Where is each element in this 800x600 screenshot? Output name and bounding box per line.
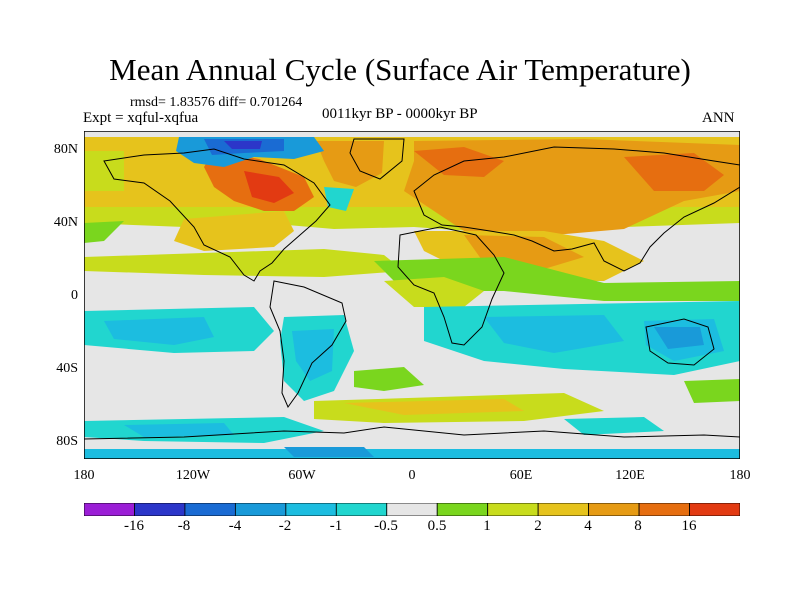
map-title: Mean Annual Cycle (Surface Air Temperatu…	[109, 52, 691, 87]
colorbar-swatch	[386, 503, 438, 516]
colorbar-swatch	[335, 503, 388, 516]
lon-label-120w: 120W	[175, 468, 211, 483]
lat-label-80s: 80S	[56, 434, 78, 449]
lat-label-40n: 40N	[53, 215, 78, 230]
lat-label-80n: 80N	[53, 142, 78, 157]
season-label: ANN	[702, 110, 735, 126]
lat-label-eq: 0	[71, 288, 78, 303]
coastline-eurasia	[413, 146, 740, 272]
coastline-antarctica	[84, 426, 740, 440]
colorbar	[84, 503, 740, 516]
colorbar-swatch	[537, 503, 590, 516]
colorbar-label: 8	[634, 518, 642, 534]
colorbar-label: 2	[534, 518, 542, 534]
colorbar-swatch	[134, 503, 186, 516]
coastline-africa	[397, 226, 505, 346]
colorbar-swatch	[84, 503, 135, 516]
coastline-south-america	[269, 280, 347, 409]
lon-label-180e: 180	[729, 468, 751, 483]
lon-label-60e: 60E	[509, 468, 533, 483]
coastline-north-america	[103, 148, 331, 282]
stats-line: rmsd= 1.83576 diff= 0.701264	[130, 95, 303, 110]
colorbar-label: 0.5	[427, 518, 447, 534]
colorbar-label: -8	[177, 518, 191, 534]
coastlines	[84, 138, 740, 440]
colorbar-label: -1	[329, 518, 343, 534]
colorbar-swatch	[234, 503, 287, 516]
colorbar-swatch	[588, 503, 640, 516]
lon-label-180w: 180	[73, 468, 95, 483]
colorbar-swatch	[689, 503, 740, 516]
colorbar-label: 1	[483, 518, 491, 534]
coastline-australia	[645, 318, 715, 366]
colorbar-label: -4	[228, 518, 242, 534]
period-label: 0011kyr BP - 0000kyr BP	[322, 106, 478, 122]
colorbar-label: -2	[278, 518, 292, 534]
colorbar-swatch	[285, 503, 337, 516]
coastline-greenland	[349, 138, 405, 180]
colorbar-label: -16	[124, 518, 144, 534]
lon-label-120e: 120E	[615, 468, 645, 483]
colorbar-label: 16	[681, 518, 697, 534]
colorbar-label: 4	[584, 518, 592, 534]
colorbar-swatch	[436, 503, 489, 516]
lon-label-60w: 60W	[288, 468, 316, 483]
colorbar-swatch	[487, 503, 539, 516]
cooling-fields-north	[176, 137, 354, 211]
temperature-anomaly-map	[84, 131, 740, 459]
experiment-label: Expt = xqful-xqfua	[83, 110, 199, 126]
colorbar-swatch	[638, 503, 690, 516]
warming-fields	[84, 137, 740, 307]
lon-label-0: 0	[408, 468, 416, 483]
colorbar-swatch	[184, 503, 236, 516]
cooling-fields-south	[84, 301, 740, 459]
lat-label-40s: 40S	[56, 361, 78, 376]
colorbar-label: -0.5	[374, 518, 398, 534]
